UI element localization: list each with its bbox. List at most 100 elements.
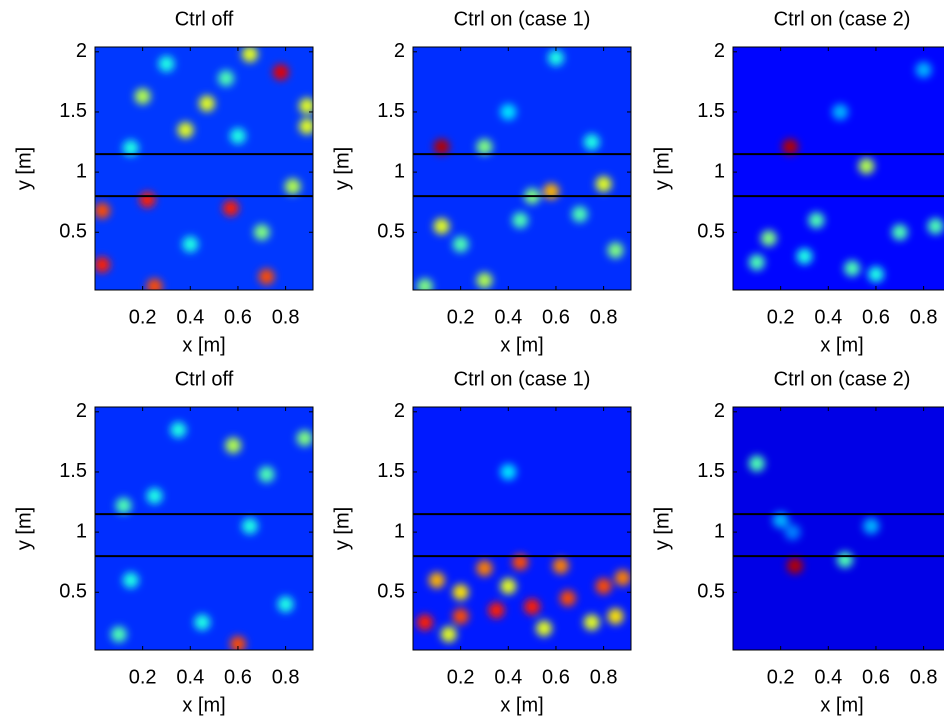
hotspot xyxy=(416,278,433,290)
hotspot xyxy=(782,138,799,155)
hotspot xyxy=(786,557,803,574)
panel-title: Ctrl off xyxy=(175,368,234,390)
x-tick-label: 0.4 xyxy=(176,306,204,328)
y-tick-label: 2 xyxy=(76,400,87,422)
panel-title: Ctrl off xyxy=(175,8,234,30)
hotspot xyxy=(836,551,853,568)
x-tick-label: 0.4 xyxy=(814,666,842,688)
hotspot xyxy=(500,463,517,480)
x-tick-label: 0.2 xyxy=(129,666,157,688)
y-tick-label: 1 xyxy=(394,520,405,542)
x-tick-label: 0.4 xyxy=(494,306,522,328)
hotspots xyxy=(95,47,313,290)
hotspot xyxy=(748,254,765,271)
y-tick-label: 2 xyxy=(714,40,725,62)
y-tick-label: 0.5 xyxy=(377,581,405,603)
x-tick-label: 0.4 xyxy=(494,666,522,688)
y-tick-label: 2 xyxy=(394,400,405,422)
panel-title: Ctrl on (case 1) xyxy=(454,8,591,30)
hotspot xyxy=(110,626,127,643)
x-tick-label: 0.2 xyxy=(767,306,795,328)
hotspots xyxy=(416,49,624,290)
hotspot xyxy=(258,466,275,483)
plot-area xyxy=(733,407,944,650)
hotspot xyxy=(177,122,194,139)
hotspot xyxy=(784,524,801,541)
x-tick-label: 0.8 xyxy=(272,306,300,328)
y-tick-label: 1 xyxy=(394,160,405,182)
x-tick-label: 0.6 xyxy=(862,666,890,688)
y-tick-label: 0.5 xyxy=(697,221,725,243)
hotspot xyxy=(95,256,111,273)
x-tick-label: 0.6 xyxy=(862,306,890,328)
plot-frame xyxy=(94,46,314,291)
panel-title: Ctrl on (case 2) xyxy=(774,368,911,390)
hotspot xyxy=(122,140,139,157)
hotspot xyxy=(277,596,294,613)
plot-frame xyxy=(412,406,632,651)
hotspot xyxy=(134,88,151,105)
x-tick-label: 0.2 xyxy=(129,306,157,328)
y-axis-label: y [m] xyxy=(331,507,353,550)
hotspot xyxy=(194,614,211,631)
hotspot xyxy=(122,572,139,589)
hotspot xyxy=(500,103,517,120)
hotspot xyxy=(115,497,132,514)
y-tick-label: 0.5 xyxy=(377,221,405,243)
hotspot xyxy=(915,61,932,78)
hotspot xyxy=(863,518,880,535)
hotspot xyxy=(500,578,517,595)
hotspot xyxy=(299,118,313,135)
y-axis-label: y [m] xyxy=(651,507,673,550)
heatmap-background xyxy=(733,407,944,650)
hotspot xyxy=(614,569,631,586)
hotspot xyxy=(772,512,789,529)
hotspot xyxy=(146,488,163,505)
hotspot xyxy=(433,138,450,155)
hotspot xyxy=(158,55,175,72)
y-tick-label: 1.5 xyxy=(697,100,725,122)
hotspot xyxy=(512,212,529,229)
x-axis-label: x [m] xyxy=(182,694,225,716)
hotspot xyxy=(416,614,433,631)
x-tick-label: 0.4 xyxy=(176,666,204,688)
plot-area xyxy=(413,47,631,290)
hotspot xyxy=(607,242,624,259)
y-tick-label: 1.5 xyxy=(377,460,405,482)
plot-frame xyxy=(732,46,944,291)
hotspot xyxy=(452,236,469,253)
hotspot xyxy=(229,128,246,145)
hotspot xyxy=(832,103,849,120)
hotspot xyxy=(595,176,612,193)
x-tick-label: 0.8 xyxy=(910,666,938,688)
x-tick-label: 0.6 xyxy=(224,306,252,328)
plot-frame xyxy=(732,406,944,651)
hotspot xyxy=(222,200,239,217)
heatmap-background xyxy=(413,47,631,290)
x-axis-label: x [m] xyxy=(182,334,225,356)
x-tick-label: 0.8 xyxy=(910,306,938,328)
y-axis-label: y [m] xyxy=(13,507,35,550)
heatmap-background xyxy=(95,407,313,650)
hotspot xyxy=(241,47,258,63)
x-axis-label: x [m] xyxy=(820,694,863,716)
x-axis-label: x [m] xyxy=(500,694,543,716)
y-tick-label: 1.5 xyxy=(59,460,87,482)
hotspot xyxy=(524,598,541,615)
heatmap-background xyxy=(413,407,631,650)
hotspot xyxy=(547,49,564,66)
y-tick-label: 0.5 xyxy=(59,581,87,603)
y-axis-label: y [m] xyxy=(331,147,353,190)
hotspot xyxy=(927,218,944,235)
y-tick-label: 1 xyxy=(714,160,725,182)
y-tick-label: 1.5 xyxy=(697,460,725,482)
hotspots xyxy=(416,463,631,643)
hotspot xyxy=(95,202,111,219)
hotspot xyxy=(299,97,313,114)
hotspot xyxy=(760,230,777,247)
y-tick-label: 1.5 xyxy=(59,100,87,122)
hotspot xyxy=(595,578,612,595)
plot-area xyxy=(733,47,944,290)
hotspot xyxy=(296,430,313,447)
